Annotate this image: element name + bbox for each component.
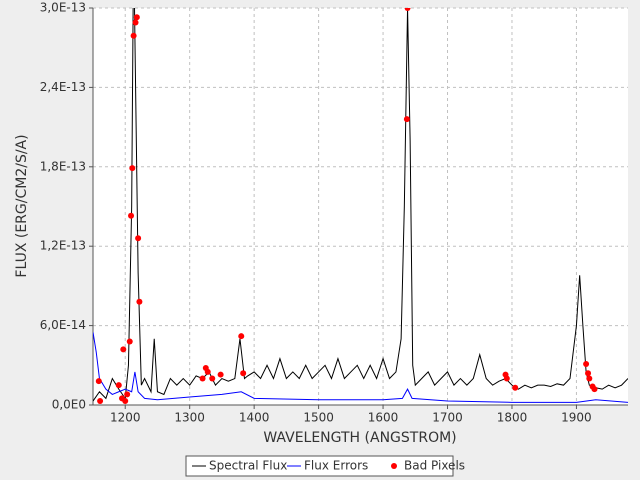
y-tick-label: 2,4E-13 bbox=[40, 80, 86, 94]
plot-series bbox=[93, 8, 628, 405]
y-tick-label: 1,2E-13 bbox=[40, 239, 86, 253]
bad-pixel bbox=[97, 398, 104, 405]
plot-area bbox=[93, 8, 628, 405]
bad-pixel bbox=[209, 375, 216, 382]
bad-pixel bbox=[217, 371, 224, 378]
x-tick-label: 1300 bbox=[174, 411, 205, 425]
legend-label: Spectral Flux bbox=[209, 459, 287, 473]
x-axis-label: WAVELENGTH (ANGSTROM) bbox=[263, 430, 456, 446]
series-line bbox=[93, 8, 628, 402]
series-line bbox=[93, 332, 628, 403]
bad-pixel bbox=[591, 386, 598, 393]
x-tick-label: 1500 bbox=[303, 411, 334, 425]
bad-pixel bbox=[135, 235, 142, 242]
y-tick-label: 0,0E0 bbox=[52, 398, 86, 412]
y-tick-label: 3,0E-13 bbox=[40, 1, 86, 15]
bad-pixel bbox=[132, 19, 139, 26]
x-tick-label: 1200 bbox=[110, 411, 141, 425]
bad-pixel bbox=[120, 346, 127, 353]
legend-label: Bad Pixels bbox=[404, 459, 465, 473]
bad-pixel bbox=[404, 8, 411, 11]
bad-pixel bbox=[129, 165, 136, 172]
y-axis-label: FLUX (ERG/CM2/S/A) bbox=[14, 134, 30, 277]
y-tick-label: 1,8E-13 bbox=[40, 159, 86, 173]
bad-pixel bbox=[512, 384, 519, 391]
bad-pixel bbox=[130, 32, 137, 39]
bad-pixel bbox=[204, 368, 211, 375]
y-tick-label: 6,0E-14 bbox=[40, 318, 86, 332]
legend bbox=[185, 455, 454, 477]
bad-pixel bbox=[403, 116, 410, 123]
bad-pixel bbox=[583, 360, 590, 367]
legend-label: Flux Errors bbox=[304, 459, 368, 473]
x-tick-label: 1700 bbox=[432, 411, 463, 425]
legend-marker bbox=[391, 463, 397, 469]
x-tick-label: 1900 bbox=[561, 411, 592, 425]
bad-pixel bbox=[238, 333, 245, 340]
bad-pixel bbox=[199, 375, 206, 382]
bad-pixel bbox=[136, 298, 143, 305]
x-tick-label: 1400 bbox=[239, 411, 270, 425]
bad-pixel bbox=[126, 338, 133, 345]
bad-pixel bbox=[133, 14, 140, 21]
bad-pixel bbox=[586, 375, 593, 382]
bad-pixel bbox=[128, 212, 135, 219]
bad-pixel bbox=[503, 375, 510, 382]
x-tick-label: 1600 bbox=[368, 411, 399, 425]
bad-pixel bbox=[122, 398, 129, 405]
bad-pixel bbox=[115, 382, 122, 389]
x-tick-label: 1800 bbox=[497, 411, 528, 425]
bad-pixel bbox=[95, 378, 102, 385]
bad-pixel bbox=[585, 370, 592, 377]
bad-pixel bbox=[240, 370, 247, 377]
bad-pixel bbox=[124, 391, 131, 398]
